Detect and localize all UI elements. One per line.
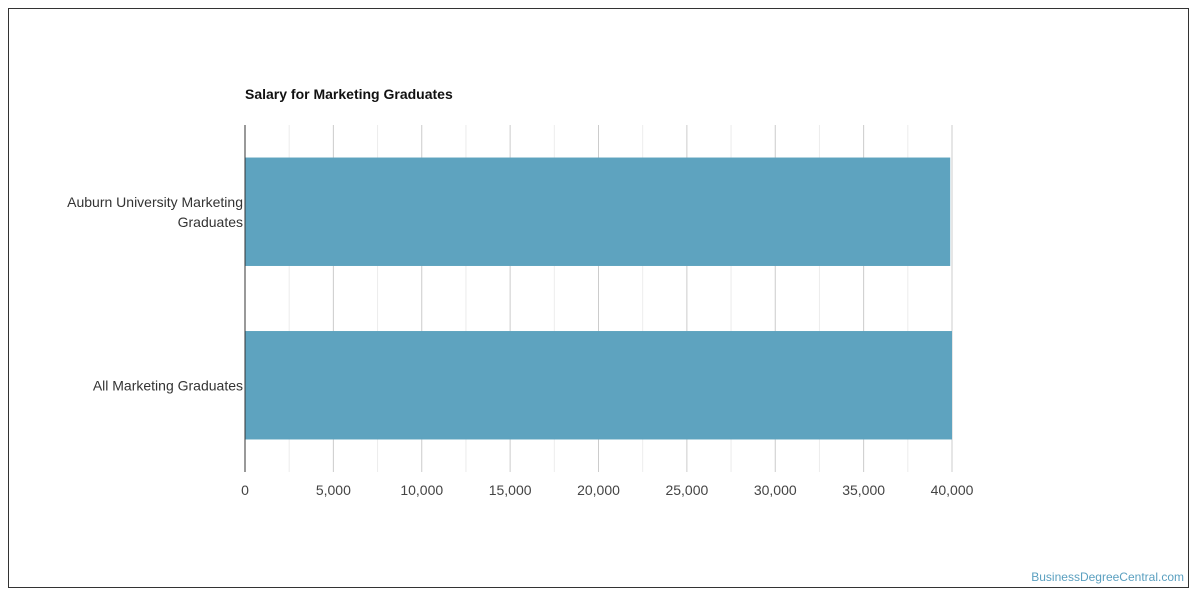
chart-title: Salary for Marketing Graduates bbox=[245, 86, 453, 102]
bar-0 bbox=[245, 157, 951, 266]
category-label-1: All Marketing Graduates bbox=[93, 377, 243, 393]
bars bbox=[245, 157, 952, 440]
x-tick-label: 30,000 bbox=[754, 482, 797, 498]
category-label-line: All Marketing Graduates bbox=[93, 377, 243, 393]
x-tick-label: 40,000 bbox=[931, 482, 974, 498]
x-tick-label: 15,000 bbox=[489, 482, 532, 498]
category-labels: Auburn University Marketing Graduates All … bbox=[67, 194, 243, 394]
x-tick-label: 20,000 bbox=[577, 482, 620, 498]
x-tick-label: 25,000 bbox=[665, 482, 708, 498]
x-tick-labels: 0 5,000 10,000 15,000 20,000 25,000 30,000 35,0… bbox=[241, 482, 974, 498]
bar-1 bbox=[245, 331, 952, 440]
category-label-line: Graduates bbox=[178, 214, 243, 230]
category-label-line: Auburn University Marketing bbox=[67, 194, 243, 210]
x-tick-label: 0 bbox=[241, 482, 249, 498]
x-tick-label: 10,000 bbox=[400, 482, 443, 498]
category-label-0: Auburn University Marketing Graduates bbox=[67, 194, 243, 230]
x-tick-label: 35,000 bbox=[842, 482, 885, 498]
x-tick-label: 5,000 bbox=[316, 482, 351, 498]
watermark-text: BusinessDegreeCentral.com bbox=[1031, 570, 1184, 584]
